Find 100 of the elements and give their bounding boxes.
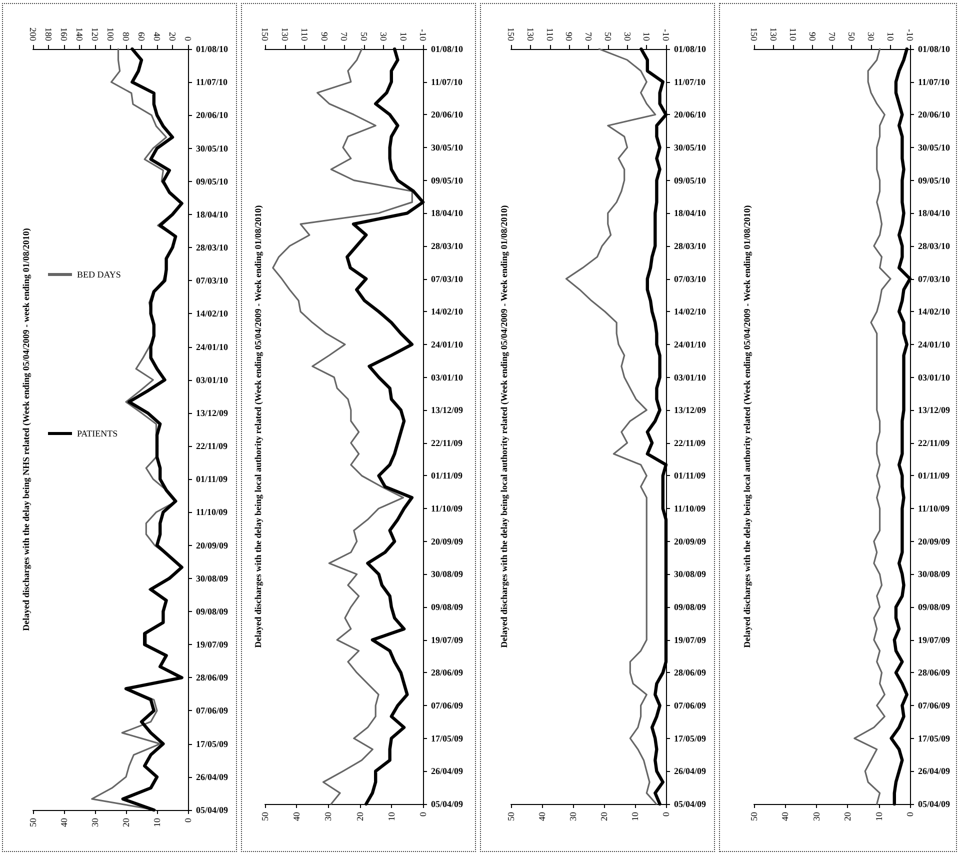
y-tick-label: 07/06/09 (918, 700, 950, 711)
x-tick-label: 0 (418, 812, 428, 816)
y-tick-label: 24/01/10 (674, 339, 706, 350)
y-tick-label: 13/12/09 (918, 405, 950, 416)
y-tick-label: 24/01/10 (918, 339, 950, 350)
y-tick-label: 01/08/10 (431, 44, 464, 54)
y-tick-label: 14/02/10 (431, 306, 464, 317)
y-tick-label: 07/03/10 (431, 274, 464, 284)
x-tick-label: 40 (59, 818, 69, 827)
x2-tick-label: 0 (183, 36, 193, 42)
y-tick-label: 17/05/09 (431, 733, 464, 744)
legend-label: BED DAYS (77, 270, 121, 280)
x2-tick-label: 30 (622, 32, 632, 42)
x2-tick-label: 70 (339, 32, 349, 42)
x2-tick-label: 130 (280, 28, 290, 42)
x-tick-label: 40 (780, 812, 790, 821)
x2-tick-label: 110 (544, 28, 555, 42)
x-tick-label: 20 (121, 818, 131, 827)
y-tick-label: 13/12/09 (431, 405, 464, 416)
x-tick-label: 50 (260, 812, 270, 821)
x2-tick-label: 30 (378, 32, 388, 42)
y-tick-label: 24/01/10 (431, 339, 464, 350)
x-tick-label: 30 (568, 812, 578, 821)
text: Delayed discharges with the delay being local authority related (Week ending 05/04/2009 - Week ending 01/08/2010) (742, 205, 752, 648)
x-tick-label: 20 (354, 812, 365, 821)
y-tick-label: 03/01/10 (674, 372, 706, 382)
x-tick-label: 10 (386, 812, 396, 821)
y-tick-label: 28/03/10 (674, 240, 706, 251)
y-tick-label: 28/06/09 (431, 668, 464, 678)
y-tick-label: 05/04/09 (196, 805, 228, 815)
y-tick-label: 20/09/09 (196, 540, 228, 550)
x2-tick-label: 10 (398, 32, 408, 42)
y-tick-label: 01/08/10 (196, 44, 228, 54)
y-tick-label: 07/06/09 (674, 700, 706, 711)
y-tick-label: 26/04/09 (674, 766, 706, 776)
y-tick-label: 30/08/09 (431, 569, 464, 580)
y-tick-label: 30/05/10 (431, 142, 464, 152)
y-tick-label: 09/08/09 (431, 602, 464, 612)
x2-tick-label: -10 (661, 29, 671, 42)
y-tick-label: 28/03/10 (918, 240, 950, 251)
y-tick-label: 05/04/09 (431, 799, 464, 809)
y-tick-label: 11/07/10 (674, 76, 706, 87)
y-tick-label: 26/04/09 (918, 766, 950, 776)
x2-tick-label: 90 (319, 32, 330, 42)
y-tick-label: 03/01/10 (196, 374, 228, 385)
y-tick-label: 19/07/09 (674, 634, 706, 645)
y-tick-label: 30/05/10 (918, 142, 950, 152)
x2-tick-label: -10 (418, 29, 428, 42)
x2-tick-label: 110 (788, 28, 798, 42)
y-tick-label: 20/06/10 (431, 110, 464, 120)
y-tick-label: 19/07/09 (196, 640, 228, 650)
x2-tick-label: -10 (905, 29, 915, 42)
x2-tick-label: 10 (886, 32, 896, 42)
x-tick-label: 0 (183, 818, 193, 822)
y-tick-label: 07/03/10 (674, 274, 706, 284)
y-tick-label: 26/04/09 (431, 766, 464, 776)
x-tick-label: 30 (323, 812, 334, 821)
y-tick-label: 07/06/09 (196, 706, 228, 716)
x-tick-label: 0 (661, 812, 671, 816)
x-tick-label: 10 (152, 818, 162, 827)
y-tick-label: 11/07/10 (918, 76, 950, 87)
y-tick-label: 01/08/10 (918, 44, 950, 54)
x-tick-label: 40 (537, 812, 547, 821)
y-tick-label: 18/04/10 (674, 208, 706, 218)
y-tick-label: 01/08/10 (674, 44, 706, 54)
y-tick-label: 07/06/09 (431, 700, 464, 711)
x2-tick-label: 130 (525, 28, 536, 42)
y-tick-label: 20/06/10 (674, 110, 706, 120)
y-tick-label: 14/02/10 (918, 306, 950, 317)
y-tick-label: 22/11/09 (918, 438, 950, 448)
x-tick-label: 10 (874, 812, 884, 821)
x2-tick-label: 110 (300, 28, 310, 42)
y-tick-label: 30/08/09 (674, 569, 706, 580)
y-tick-label: 18/04/10 (196, 209, 228, 220)
y-tick-label: 20/06/10 (196, 110, 228, 120)
y-tick-label: 17/05/09 (196, 738, 228, 749)
y-tick-label: 22/11/09 (431, 438, 464, 448)
y-tick-label: 11/07/10 (196, 77, 228, 88)
x2-tick-label: 70 (584, 32, 594, 42)
x-tick-label: 10 (630, 812, 640, 821)
y-tick-label: 14/02/10 (196, 308, 228, 319)
x2-tick-label: 50 (358, 32, 369, 42)
x2-tick-label: 100 (106, 28, 116, 42)
y-tick-label: 09/05/10 (674, 175, 706, 186)
x2-tick-label: 90 (564, 32, 574, 42)
y-tick-label: 03/01/10 (431, 372, 464, 382)
y-tick-label: 22/11/09 (196, 441, 228, 452)
x2-tick-label: 50 (846, 32, 856, 42)
y-tick-label: 17/05/09 (674, 733, 706, 744)
y-tick-label: 28/03/10 (431, 240, 464, 251)
y-tick-label: 05/04/09 (918, 799, 950, 809)
legend-label: PATIENTS (77, 428, 118, 438)
x-tick-label: 30 (811, 812, 822, 821)
y-tick-label: 09/05/10 (431, 175, 464, 186)
y-tick-label: 09/05/10 (196, 176, 228, 186)
y-tick-label: 11/10/09 (674, 504, 706, 514)
y-tick-label: 11/07/10 (431, 76, 464, 87)
y-tick-label: 11/10/09 (196, 507, 228, 518)
y-tick-label: 28/06/09 (196, 672, 228, 683)
y-tick-label: 18/04/10 (431, 208, 464, 218)
